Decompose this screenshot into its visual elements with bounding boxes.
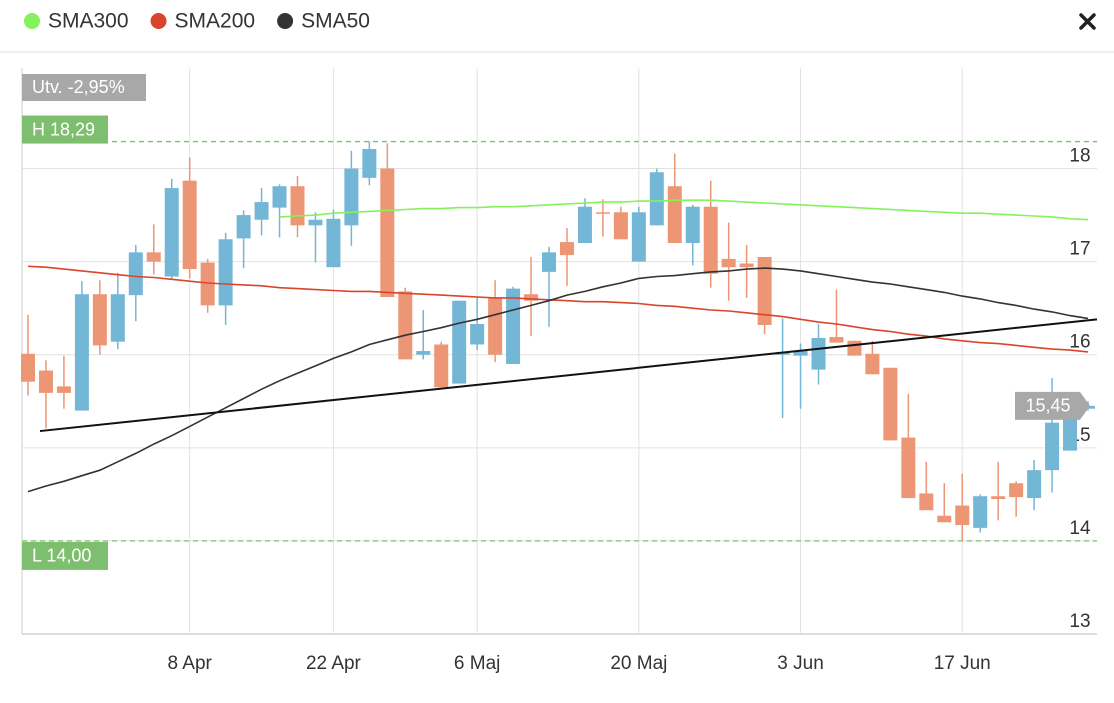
close-button[interactable] xyxy=(1079,13,1096,30)
candle-body xyxy=(308,219,323,226)
candle-body xyxy=(164,188,179,277)
sma-line xyxy=(27,265,1089,353)
candle-body xyxy=(955,505,970,526)
candle-body xyxy=(901,437,916,499)
legend-marker xyxy=(277,13,294,29)
candle-body xyxy=(937,515,952,523)
y-tick-label: 16 xyxy=(1069,332,1090,353)
candle-body xyxy=(326,218,341,268)
candle-body xyxy=(236,215,251,239)
legend-label: SMA200 xyxy=(175,10,256,33)
candle-body xyxy=(883,367,898,441)
price-tag-label: H 18,29 xyxy=(32,119,95,139)
candle-body xyxy=(254,202,269,220)
candle-body xyxy=(685,206,700,244)
candle-body xyxy=(38,370,53,393)
x-tick-label: 3 Jun xyxy=(777,653,823,674)
candle-body xyxy=(542,252,557,272)
candle-body xyxy=(74,294,89,411)
last-price-label: 15,45 xyxy=(1025,396,1070,416)
last-price-tag xyxy=(1015,391,1090,420)
candle-body xyxy=(218,239,233,306)
candle-body xyxy=(416,351,431,355)
candle-body xyxy=(829,337,844,343)
candle-body xyxy=(919,493,934,511)
change-tag xyxy=(22,74,146,101)
candle-body xyxy=(649,172,664,226)
candle-body xyxy=(21,353,35,382)
y-tick-label: 17 xyxy=(1069,239,1090,260)
candle-body xyxy=(721,258,736,268)
y-tick-label: 14 xyxy=(1069,518,1091,539)
candle-body xyxy=(380,168,395,298)
candle-body xyxy=(92,294,107,346)
price-tag xyxy=(22,541,108,570)
price-tag xyxy=(22,115,108,144)
candle-body xyxy=(362,148,377,178)
candle-body xyxy=(1027,470,1042,499)
candle-body xyxy=(1009,483,1024,498)
change-label: Utv. -2,95% xyxy=(32,77,125,97)
candle-body xyxy=(128,252,143,296)
candle-body xyxy=(739,263,754,268)
sma-line xyxy=(279,199,1089,221)
candle-body xyxy=(182,180,197,270)
candle-body xyxy=(559,242,574,256)
x-tick-label: 17 Jun xyxy=(934,653,991,674)
candle-body xyxy=(524,294,539,301)
candle-body xyxy=(344,168,359,226)
candle-body xyxy=(865,353,880,375)
candle-body xyxy=(146,252,161,262)
candle-body xyxy=(577,206,592,244)
candle-body xyxy=(272,186,287,208)
candle-body xyxy=(452,300,467,384)
x-tick-label: 6 Maj xyxy=(454,653,500,674)
candle-body xyxy=(488,297,503,355)
x-tick-label: 20 Maj xyxy=(610,653,667,674)
candle-body xyxy=(1063,415,1078,451)
candle-body xyxy=(398,291,413,360)
candle-body xyxy=(847,340,862,356)
candle-body xyxy=(434,344,449,388)
candles xyxy=(21,141,1095,541)
legend-label: SMA300 xyxy=(48,10,129,33)
legend-label: SMA50 xyxy=(301,10,370,33)
price-tag-label: L 14,00 xyxy=(32,546,91,566)
sma-line xyxy=(27,267,1089,493)
candle-body xyxy=(757,256,772,325)
candle-body xyxy=(991,496,1006,500)
candle-body xyxy=(613,212,628,240)
candle-body xyxy=(631,212,646,262)
candle-body xyxy=(793,351,808,356)
trendline xyxy=(39,318,1098,433)
x-tick-label: 8 Apr xyxy=(168,653,213,674)
candle-body xyxy=(110,294,125,342)
candle-body xyxy=(595,212,610,214)
candle-body xyxy=(703,206,718,274)
candle-body xyxy=(973,496,988,528)
candle-body xyxy=(667,186,682,244)
candle-body xyxy=(56,386,71,393)
candle-body xyxy=(506,288,521,365)
candle-body xyxy=(470,324,485,345)
legend-marker xyxy=(150,13,167,29)
legend-marker xyxy=(24,13,40,29)
candle-body xyxy=(1045,422,1060,471)
candle-body xyxy=(200,262,215,306)
y-tick-label: 13 xyxy=(1069,611,1090,632)
x-tick-label: 22 Apr xyxy=(306,653,362,674)
y-tick-label: 18 xyxy=(1069,146,1090,167)
candle-body xyxy=(290,186,305,226)
candle-body xyxy=(811,337,826,370)
